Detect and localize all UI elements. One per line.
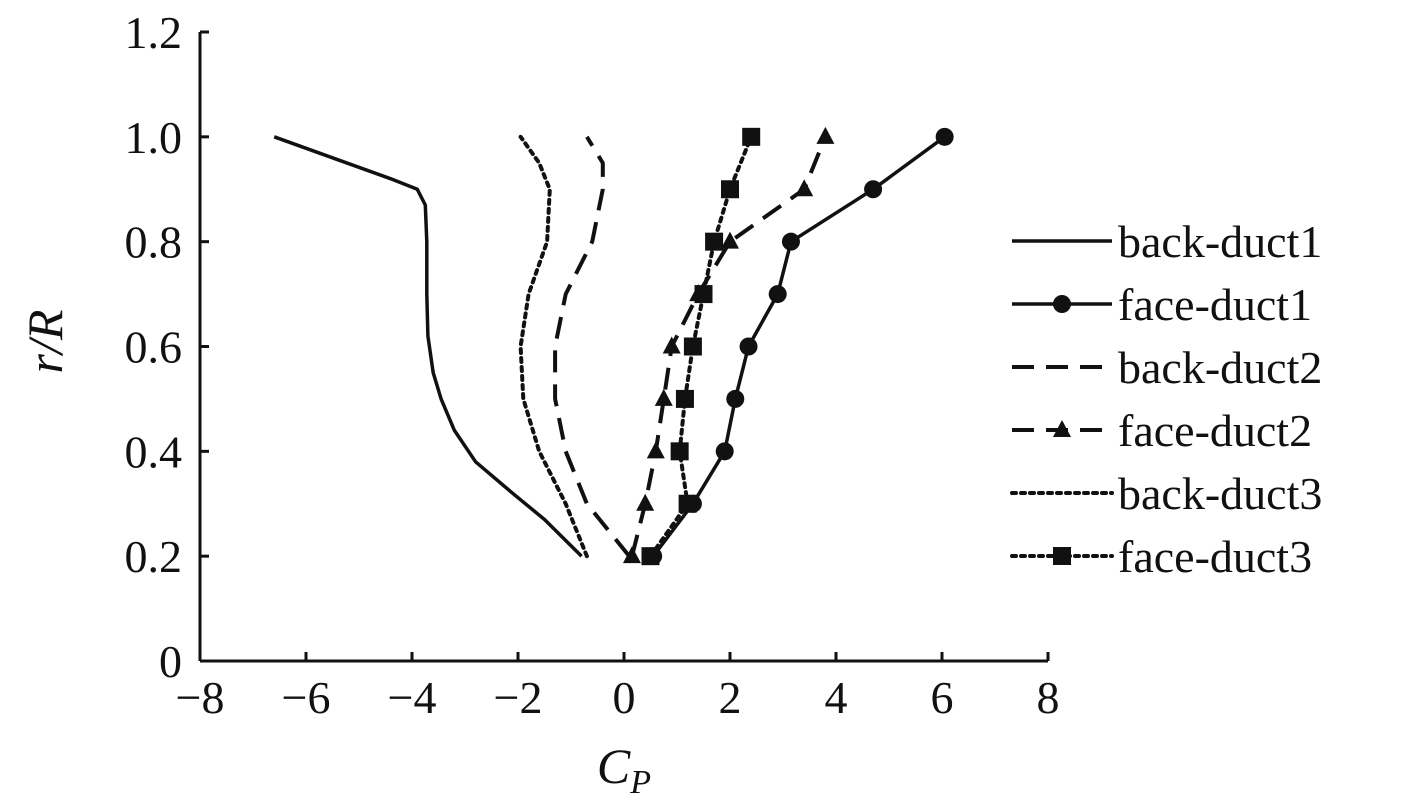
data-point-face-duct1	[781, 232, 800, 251]
data-point-face-duct2	[662, 336, 681, 354]
series-back-duct1	[273, 135, 583, 558]
y-axis-title: r/R	[17, 310, 73, 374]
series-back-duct2	[553, 135, 631, 558]
series-line-face-duct3	[648, 134, 754, 559]
data-point-face-duct1	[935, 127, 954, 146]
data-point-face-duct1	[739, 337, 758, 356]
series-line-face-duct2	[630, 136, 828, 557]
data-point-face-duct3	[694, 285, 713, 304]
legend-label: back-duct1	[1118, 216, 1322, 267]
series-line-back-duct1	[273, 135, 583, 558]
legend-label: back-duct3	[1118, 468, 1322, 519]
y-tick-label: 1.0	[125, 112, 183, 163]
data-point-face-duct3	[721, 180, 739, 199]
data-point-face-duct3	[670, 442, 689, 461]
x-tick-label: 2	[719, 672, 742, 723]
x-tick-label: −4	[388, 672, 437, 723]
data-point-face-duct3	[675, 389, 694, 408]
legend-item: face-duct2	[1012, 405, 1312, 456]
data-point-face-duct2	[795, 179, 814, 197]
y-tick-label: 0.8	[125, 217, 183, 268]
legend-swatch-marker	[1053, 547, 1071, 565]
data-point-face-duct3	[742, 127, 761, 146]
data-point-face-duct1	[864, 180, 883, 199]
x-tick-label: 6	[931, 672, 954, 723]
data-point-face-duct2	[721, 231, 739, 249]
x-tick-label: −6	[282, 672, 331, 723]
ticks: −8 −6 −4 −2 0 2 4 6 8 0 0.2 0.4 0.6 0.8 1.0 1.2	[125, 7, 1060, 723]
legend-label: face-duct1	[1118, 279, 1312, 330]
legend-label: face-duct3	[1118, 531, 1312, 582]
data-point-face-duct1	[715, 442, 734, 461]
data-point-face-duct3	[683, 337, 702, 356]
x-axis-title-main: C	[597, 738, 631, 794]
y-tick-label: 0	[159, 636, 182, 687]
series-face-duct3	[641, 127, 761, 566]
data-point-face-duct3	[705, 232, 724, 251]
x-tick-label: 4	[825, 672, 848, 723]
data-point-face-duct2	[622, 546, 641, 564]
legend-item: face-duct1	[1012, 279, 1312, 330]
legend-item: face-duct3	[1010, 531, 1312, 582]
y-tick-label: 0.4	[125, 426, 183, 477]
legend-label: face-duct2	[1118, 405, 1312, 456]
data-point-face-duct2	[636, 493, 655, 511]
series-line-back-duct3	[518, 134, 589, 559]
legend-item: back-duct3	[1010, 468, 1322, 519]
data-point-face-duct1	[726, 389, 745, 408]
x-axis-title-subscript: P	[629, 764, 651, 801]
y-tick-label: 1.2	[125, 7, 183, 58]
x-tick-label: 8	[1037, 672, 1060, 723]
legend-label: back-duct2	[1118, 342, 1322, 393]
legend-item: back-duct2	[1012, 342, 1322, 393]
series-back-duct3	[518, 134, 589, 559]
y-tick-label: 0.6	[125, 322, 183, 373]
data-point-face-duct3	[641, 547, 660, 566]
data-point-face-duct3	[678, 494, 697, 513]
data-point-face-duct2	[816, 126, 835, 144]
series-layer	[273, 126, 954, 566]
x-tick-label: −8	[176, 672, 225, 723]
x-tick-label: −2	[494, 672, 543, 723]
axes	[198, 32, 1048, 663]
data-point-face-duct2	[646, 441, 665, 459]
x-axis-title: CP	[597, 738, 651, 801]
legend-swatch-marker	[1053, 295, 1071, 313]
x-tick-label: 0	[613, 672, 636, 723]
data-point-face-duct1	[768, 285, 787, 304]
data-point-face-duct2	[654, 388, 673, 406]
legend-swatch-marker	[1053, 420, 1071, 437]
legend: back-duct1 face-duct1 back-duct2 face-duct2…	[1010, 216, 1322, 582]
legend-item: back-duct1	[1012, 216, 1322, 267]
y-tick-label: 0.2	[125, 531, 183, 582]
series-line-back-duct2	[553, 135, 631, 558]
